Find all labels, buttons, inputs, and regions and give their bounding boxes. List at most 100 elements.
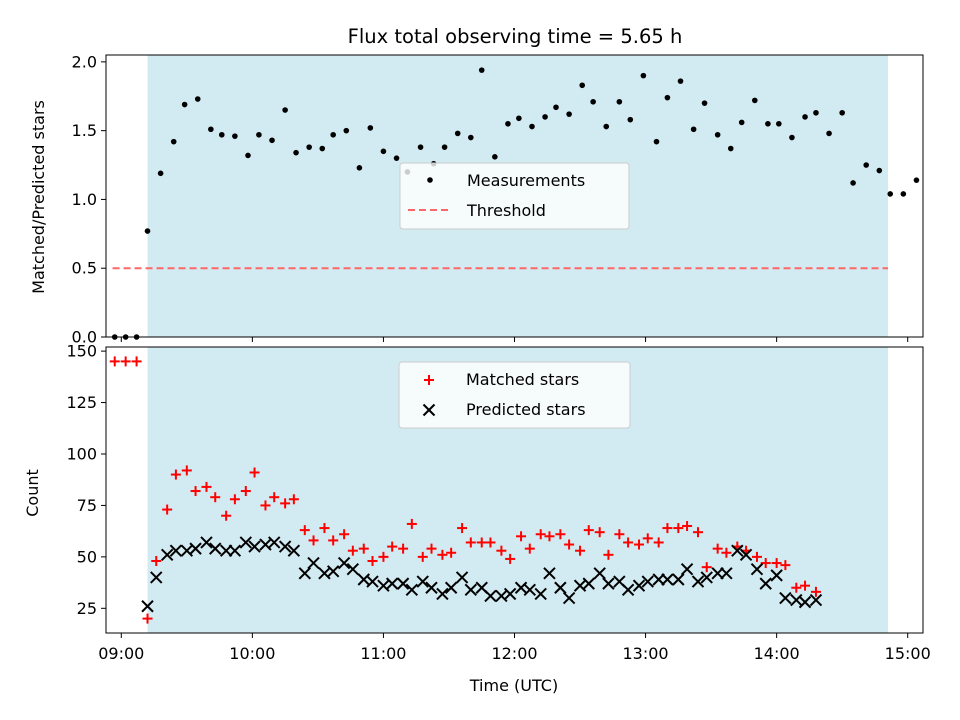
predicted-star-point (425, 581, 438, 594)
legend-x-glyph (422, 403, 436, 417)
measurement-point (839, 109, 845, 116)
measurement-point (579, 82, 586, 89)
measurement-point (529, 123, 535, 130)
matched-star-point (387, 541, 398, 552)
matched-star-point (339, 529, 350, 540)
predicted-star-point (267, 536, 281, 549)
predicted-star-point (248, 540, 261, 553)
measurement-point (714, 131, 721, 138)
predicted-star-point (731, 544, 744, 557)
matched-star-point (771, 558, 782, 569)
predicted-star-point (385, 577, 399, 590)
legend-label-measurements: Measurements (467, 171, 585, 190)
predicted-star-point (523, 583, 536, 596)
matched-star-point (524, 543, 535, 554)
predicted-star-point (287, 544, 301, 557)
matched-star-point (623, 537, 634, 548)
predicted-star-point (169, 544, 183, 557)
measurement-point (813, 109, 819, 116)
matched-star-point (791, 582, 802, 593)
matched-star-point (712, 543, 723, 554)
xtick-label: 10:00 (229, 644, 275, 663)
bottom-y-axis-label: Count (23, 469, 42, 517)
matched-star-point (603, 549, 614, 560)
predicted-star-point (691, 575, 705, 588)
matched-star-point (406, 518, 417, 529)
matched-star-point (240, 486, 251, 497)
matched-star-point (535, 529, 546, 540)
measurement-point (492, 153, 498, 160)
matched-star-point (426, 543, 437, 554)
top-ytick-label: 0.5 (72, 259, 97, 278)
top-axes-frame (105, 54, 924, 338)
xtick-label: 12:00 (491, 644, 537, 663)
bottom-ytick-label: 75 (77, 496, 97, 515)
predicted-star-point (298, 567, 311, 580)
matched-star-point (457, 523, 468, 534)
measurement-point (417, 144, 424, 150)
predicted-star-point (396, 577, 410, 590)
matched-star-point (328, 535, 339, 546)
legend-label-threshold: Threshold (466, 201, 546, 220)
predicted-star-point (770, 569, 783, 582)
bottom-ytick-label: 50 (77, 547, 97, 566)
measurement-point (478, 67, 485, 73)
measurement-point (170, 138, 177, 145)
predicted-star-point (209, 542, 222, 555)
predicted-star-point (779, 591, 792, 605)
matched-star-point (465, 537, 476, 548)
measurement-point (181, 101, 188, 108)
matched-star-point (575, 545, 586, 556)
top-panel: 0.00.51.01.52.0 Matched/Predicted stars … (29, 52, 924, 347)
measurement-point (590, 98, 596, 105)
predicted-star-point (759, 577, 772, 590)
predicted-star-point (189, 542, 202, 555)
measurement-point (245, 152, 251, 159)
predicted-star-point (750, 563, 764, 576)
measurement-point (269, 137, 275, 144)
predicted-star-point (455, 571, 469, 584)
measurement-point (653, 138, 660, 145)
matched-star-point (181, 465, 192, 476)
matched-star-point (170, 469, 181, 480)
matched-star-point (299, 525, 310, 536)
matched-star-point (583, 525, 594, 536)
predicted-star-point (444, 581, 458, 594)
measurement-point (603, 123, 610, 130)
measurement-point (826, 130, 832, 137)
measurement-point (802, 114, 808, 120)
measurement-point (765, 120, 771, 127)
matched-star-point (505, 553, 516, 564)
measurement-point (789, 134, 795, 141)
matched-star-point (210, 492, 221, 503)
matched-star-point (642, 533, 653, 544)
matched-star-point (201, 481, 212, 492)
matched-star-point (120, 356, 131, 367)
predicted-star-point (798, 595, 812, 609)
matched-star-point (308, 535, 319, 546)
measurement-point (776, 120, 782, 127)
measurement-point (319, 145, 326, 152)
measurement-point (144, 228, 151, 234)
predicted-star-point (416, 575, 429, 588)
matched-star-point (760, 558, 771, 569)
matched-star-point (437, 549, 448, 560)
predicted-star-point (739, 548, 753, 562)
top-ytick-label: 1.0 (72, 190, 97, 209)
matched-star-point (378, 551, 389, 562)
matched-star-point (229, 494, 240, 505)
predicted-star-point (278, 540, 292, 553)
x-axis-label: Time (UTC) (469, 676, 558, 695)
measurement-point (356, 165, 363, 171)
matched-star-point (496, 545, 507, 556)
predicted-star-point (700, 571, 713, 584)
xtick-label: 14:00 (754, 644, 800, 663)
matched-star-point (544, 531, 555, 542)
measurement-point (157, 170, 164, 177)
matched-star-point (751, 551, 762, 562)
bottom-legend: Matched stars Predicted stars (398, 361, 631, 429)
matched-star-point (594, 527, 605, 538)
matched-star-point (692, 527, 703, 538)
measurement-point (627, 116, 634, 123)
